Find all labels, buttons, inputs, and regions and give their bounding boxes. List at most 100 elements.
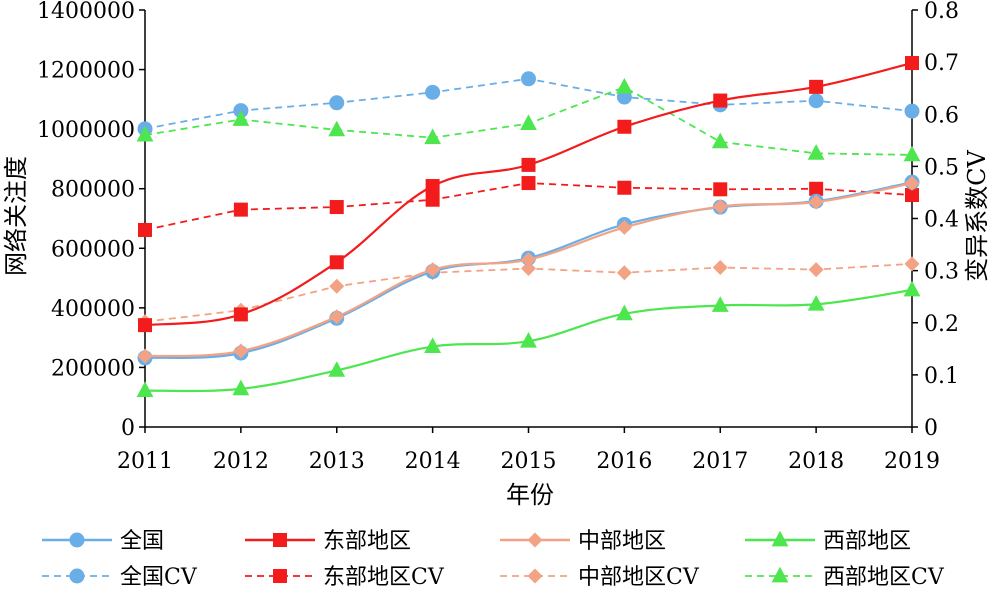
series-7-point xyxy=(615,77,633,94)
legend-item: 西部地区 xyxy=(745,529,911,554)
x-tick-label: 2015 xyxy=(501,449,557,474)
x-tick-label: 2013 xyxy=(309,449,365,474)
legend-label: 全国 xyxy=(120,529,164,554)
series-6-point xyxy=(616,265,632,281)
x-tick-label: 2011 xyxy=(117,449,173,474)
series-5-point xyxy=(233,202,248,217)
x-tick-label: 2016 xyxy=(596,449,652,474)
series-5-point xyxy=(521,176,536,191)
series-7-point xyxy=(232,110,250,126)
series-5 xyxy=(138,176,919,237)
legend-swatch-marker xyxy=(771,566,789,583)
series-5-point xyxy=(425,192,440,207)
legend-swatch-marker xyxy=(527,532,543,548)
series-3-point xyxy=(136,381,154,398)
series-3-point xyxy=(424,337,442,353)
series-3-point xyxy=(807,295,825,311)
series-5-point xyxy=(138,222,152,237)
y-right-tick-label: 0.2 xyxy=(924,312,959,337)
series-4-point xyxy=(904,103,920,119)
legend-swatch-marker xyxy=(771,530,789,547)
series-3-point xyxy=(903,280,921,297)
legend-label: 中部地区 xyxy=(578,529,666,554)
series-2-point xyxy=(904,175,920,191)
series-1-point xyxy=(425,179,440,194)
y-right-tick-label: 0.3 xyxy=(924,260,959,285)
series-2 xyxy=(137,175,920,364)
series-1-point xyxy=(905,56,919,71)
series-6 xyxy=(137,256,920,330)
y-left-tick-label: 600000 xyxy=(51,237,135,262)
legend-item: 中部地区 xyxy=(500,529,666,554)
y-right-tick-label: 0.6 xyxy=(924,103,959,128)
series-5-point xyxy=(809,181,824,196)
series-2-point xyxy=(521,252,536,268)
y-right-tick-label: 0.7 xyxy=(924,51,959,76)
legend-label: 全国CV xyxy=(120,565,198,589)
series-6-point xyxy=(712,259,728,275)
series-2-point xyxy=(808,194,824,210)
y-left-tick-label: 1200000 xyxy=(37,59,135,84)
series-3-point xyxy=(615,304,633,321)
series-5-line xyxy=(144,182,913,231)
series-3-point xyxy=(711,296,729,312)
y-right-tick-label: 0.1 xyxy=(924,364,959,389)
y-left-tick-label: 200000 xyxy=(51,356,135,381)
series-3-point xyxy=(232,379,250,396)
x-tick-label: 2018 xyxy=(788,449,844,474)
legend-item: 西部地区CV xyxy=(745,565,945,590)
series-2-point xyxy=(425,262,441,278)
series-2-point xyxy=(329,309,345,325)
series-2-point xyxy=(712,199,728,215)
y-left-tick-label: 0 xyxy=(121,416,135,441)
series-6-point xyxy=(904,256,920,272)
series-1-line xyxy=(144,61,913,327)
series-1 xyxy=(138,56,919,333)
legend-swatch-marker xyxy=(69,568,85,584)
series-1-point xyxy=(138,318,152,333)
legend-swatch-marker xyxy=(527,568,543,584)
legend-item: 中部地区CV xyxy=(500,565,700,590)
y-right-tick-label: 0.8 xyxy=(924,0,959,24)
series-7-point xyxy=(424,128,442,145)
series-1-point xyxy=(329,255,344,270)
series-7-point xyxy=(328,120,346,137)
legend-label: 东部地区CV xyxy=(323,565,445,589)
series-7-point xyxy=(136,125,154,142)
series-1-point xyxy=(617,119,632,134)
series-4-point xyxy=(425,84,441,100)
legend-swatch-marker xyxy=(69,532,85,548)
series-1-point xyxy=(713,93,728,108)
y-left-tick-label: 400000 xyxy=(51,297,135,322)
series-layer xyxy=(136,56,921,398)
series-7 xyxy=(136,77,921,162)
series-5-point xyxy=(617,180,632,195)
series-1-point xyxy=(521,157,536,172)
x-tick-label: 2012 xyxy=(213,449,269,474)
legend-item: 全国 xyxy=(42,529,164,554)
series-2-point xyxy=(137,348,153,364)
x-tick-label: 2019 xyxy=(884,449,940,474)
series-4-point xyxy=(521,71,536,87)
legend-swatch-marker xyxy=(273,569,287,583)
series-5-point xyxy=(713,182,728,197)
legend-label: 东部地区 xyxy=(323,529,411,554)
series-4-point xyxy=(808,93,824,109)
y-right-tick-label: 0 xyxy=(924,416,938,441)
series-6-point xyxy=(808,262,824,278)
series-1-point xyxy=(233,307,248,322)
series-4-point xyxy=(329,95,345,111)
series-6-point xyxy=(329,278,345,294)
series-5-point xyxy=(329,200,344,215)
y-left-tick-label: 1000000 xyxy=(37,118,135,143)
legend-item: 全国CV xyxy=(42,565,198,590)
legend-label: 西部地区 xyxy=(823,529,911,554)
series-2-point xyxy=(233,343,249,359)
y-axis-left-title: 网络关注度 xyxy=(2,156,30,276)
legend-item: 东部地区CV xyxy=(245,565,445,590)
series-2-point xyxy=(616,219,632,235)
series-3-point xyxy=(520,332,537,348)
